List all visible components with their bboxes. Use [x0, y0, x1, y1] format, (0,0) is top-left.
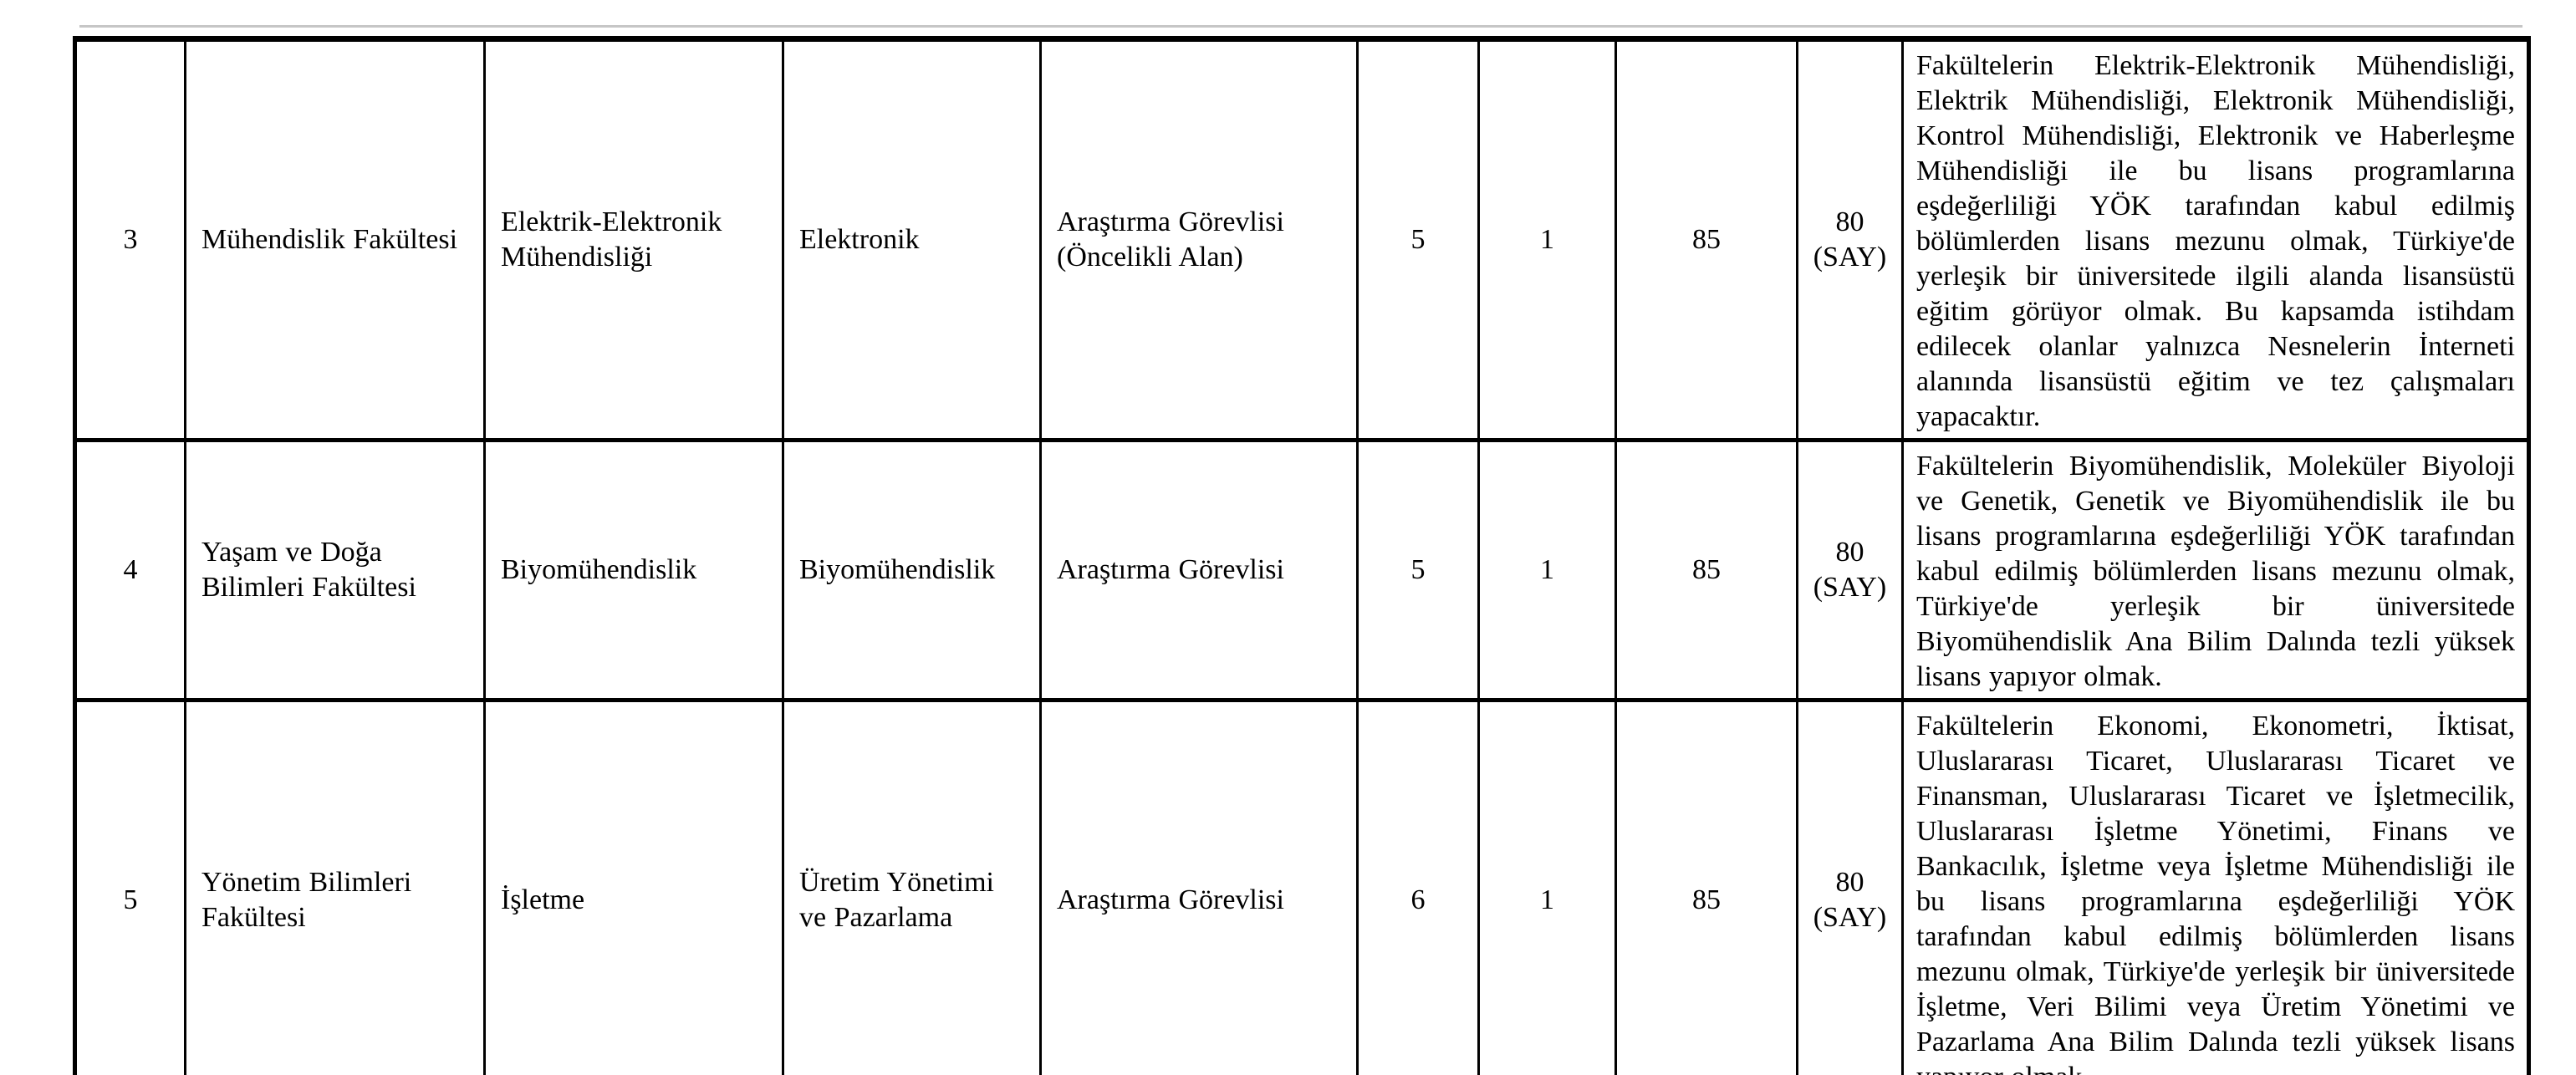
cell-position-title: Araştırma Görevlisi: [1039, 698, 1359, 1075]
cell-count: 1: [1477, 37, 1617, 442]
cell-program: Üretim Yönetimi ve Pazarlama: [782, 698, 1042, 1075]
cell-faculty: Yaşam ve Doğa Bilimleri Fakültesi: [184, 438, 486, 702]
table-row: 3 Mühendislik Fakültesi Elektrik-Elektro…: [74, 37, 2530, 442]
cell-count: 1: [1477, 438, 1617, 702]
cell-requirements: Fakültelerin Ekonomi, Ekonometri, İktisa…: [1901, 698, 2530, 1075]
cell-ales-score: 85: [1614, 37, 1798, 442]
cell-faculty: Mühendislik Fakültesi: [184, 37, 486, 442]
cell-grade: 5: [1356, 438, 1480, 702]
cell-row-no: 3: [74, 37, 186, 442]
cell-row-no: 4: [74, 438, 186, 702]
cell-ales-score: 85: [1614, 438, 1798, 702]
cell-program: Biyomühendislik: [782, 438, 1042, 702]
cell-requirements: Fakültelerin Elektrik-Elektronik Mühendi…: [1901, 37, 2530, 442]
cell-requirements: Fakültelerin Biyomühendislik, Moleküler …: [1901, 438, 2530, 702]
table-row: 4 Yaşam ve Doğa Bilimleri Fakültesi Biyo…: [74, 438, 2530, 702]
cell-department: İşletme: [483, 698, 784, 1075]
academic-positions-table: 3 Mühendislik Fakültesi Elektrik-Elektro…: [73, 36, 2531, 1075]
cell-faculty: Yönetim Bilimleri Fakültesi: [184, 698, 486, 1075]
cell-language-score: 80 (SAY): [1796, 438, 1904, 702]
cell-grade: 6: [1356, 698, 1480, 1075]
scan-artifact-line-top: [79, 25, 2522, 28]
cell-count: 1: [1477, 698, 1617, 1075]
cell-department: Biyomühendislik: [483, 438, 784, 702]
cell-language-score: 80 (SAY): [1796, 37, 1904, 442]
cell-ales-score: 85: [1614, 698, 1798, 1075]
cell-position-title: Araştırma Görevlisi (Öncelikli Alan): [1039, 37, 1359, 442]
table-row: 5 Yönetim Bilimleri Fakültesi İşletme Ür…: [74, 698, 2530, 1075]
cell-program: Elektronik: [782, 37, 1042, 442]
cell-department: Elektrik-Elektronik Mühendisliği: [483, 37, 784, 442]
cell-language-score: 80 (SAY): [1796, 698, 1904, 1075]
cell-position-title: Araştırma Görevlisi: [1039, 438, 1359, 702]
cell-row-no: 5: [74, 698, 186, 1075]
cell-grade: 5: [1356, 37, 1480, 442]
